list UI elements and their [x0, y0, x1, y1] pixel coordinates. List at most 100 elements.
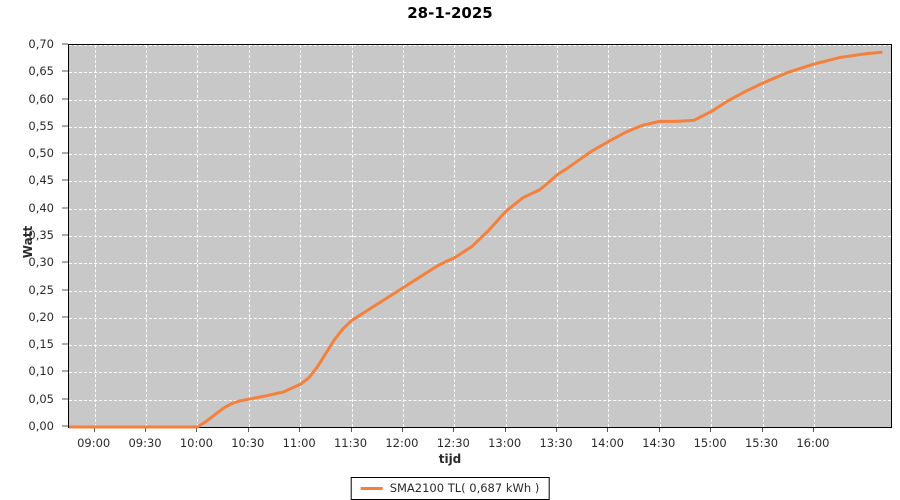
gridline-horizontal — [69, 154, 891, 156]
x-tick-mark — [350, 427, 352, 432]
x-tick-label: 10:00 — [179, 436, 214, 450]
y-tick-mark — [62, 98, 68, 100]
legend-label: SMA2100 TL( 0,687 kWh ) — [389, 481, 540, 495]
gridline-horizontal — [69, 181, 891, 183]
x-tick-mark — [504, 427, 506, 432]
x-tick-label: 09:00 — [77, 436, 111, 450]
gridline-vertical — [94, 45, 96, 427]
x-tick-mark — [196, 427, 198, 432]
y-tick-label: 0,70 — [28, 37, 54, 51]
gridline-horizontal — [69, 126, 891, 128]
y-tick-mark — [62, 234, 68, 236]
x-tick-label: 15:30 — [744, 436, 779, 450]
x-tick-mark — [556, 427, 558, 432]
gridline-vertical — [505, 45, 507, 427]
y-tick-label: 0,40 — [28, 200, 54, 215]
x-tick-label: 15:00 — [693, 436, 727, 450]
gridline-horizontal — [69, 399, 891, 401]
y-tick-label: 0,05 — [28, 391, 54, 406]
x-tick-mark — [401, 427, 403, 432]
plot-area — [68, 44, 892, 429]
gridline-vertical — [351, 45, 353, 427]
y-tick-label: 0,10 — [28, 364, 54, 379]
y-tick-label: 0,50 — [28, 146, 54, 161]
y-tick-mark — [62, 152, 68, 154]
gridline-vertical — [248, 45, 250, 427]
y-tick-mark — [62, 261, 68, 263]
series-line-sma2100tl — [69, 50, 883, 429]
y-tick-label: 0,45 — [28, 173, 54, 188]
x-tick-mark — [658, 427, 660, 432]
y-tick-mark — [62, 70, 68, 72]
x-tick-label: 13:00 — [488, 436, 522, 450]
x-tick-mark — [710, 427, 712, 432]
gridline-vertical — [146, 45, 148, 427]
gridline-horizontal — [69, 263, 891, 265]
gridline-vertical — [711, 45, 713, 427]
x-tick-label: 14:30 — [642, 436, 676, 450]
gridline-vertical — [197, 45, 199, 427]
y-tick-label: 0,15 — [28, 337, 54, 352]
x-tick-mark — [607, 427, 609, 432]
gridline-horizontal — [69, 45, 891, 46]
x-tick-mark — [299, 427, 301, 432]
y-tick-label: 0,00 — [28, 419, 54, 433]
y-tick-label: 0,60 — [28, 91, 54, 106]
x-tick-label: 16:00 — [796, 436, 830, 450]
y-tick-mark — [62, 125, 68, 127]
x-tick-label: 12:00 — [385, 436, 419, 450]
gridline-vertical — [659, 45, 661, 427]
gridline-horizontal — [69, 317, 891, 319]
gridline-horizontal — [69, 290, 891, 292]
x-tick-mark — [761, 427, 763, 432]
y-tick-label: 0,65 — [28, 64, 54, 79]
gridline-vertical — [402, 45, 404, 427]
series-line-layer — [69, 50, 883, 429]
y-tick-mark — [62, 398, 68, 400]
x-tick-mark — [145, 427, 147, 432]
y-tick-label: 0,20 — [28, 309, 54, 324]
gridline-vertical — [454, 45, 456, 427]
y-tick-mark — [62, 289, 68, 291]
x-tick-label: 11:00 — [282, 436, 316, 450]
y-tick-mark — [62, 370, 68, 372]
x-tick-mark — [93, 427, 95, 432]
gridline-horizontal — [69, 372, 891, 374]
gridline-vertical — [762, 45, 764, 427]
y-tick-mark — [62, 316, 68, 318]
x-tick-label: 09:30 — [128, 436, 162, 450]
y-tick-mark — [62, 179, 68, 181]
x-tick-label: 10:30 — [231, 436, 265, 450]
legend-color-swatch-icon — [360, 486, 383, 490]
gridline-horizontal — [69, 208, 891, 210]
gridline-horizontal — [69, 72, 891, 74]
x-tick-label: 13:30 — [539, 436, 573, 450]
x-tick-label: 14:00 — [590, 436, 625, 450]
x-tick-mark — [812, 427, 814, 432]
y-axis: 0,00 0,05 0,10 0,15 0,20 0,25 0,30 0,35 0,40 0,45… — [0, 37, 68, 433]
x-tick-mark — [247, 427, 249, 432]
x-tick-label: 11:30 — [333, 436, 368, 450]
x-tick-mark — [453, 427, 455, 432]
gridline-horizontal — [69, 345, 891, 347]
gridline-horizontal — [69, 236, 891, 237]
gridline-vertical — [608, 45, 610, 427]
x-axis: 09:00 09:30 10:00 10:30 11:00 11:30 12:00 12:30… — [68, 427, 890, 457]
gridline-vertical — [813, 45, 815, 427]
y-tick-label: 0,55 — [28, 118, 54, 133]
y-tick-mark — [62, 43, 68, 45]
legend: SMA2100 TL( 0,687 kWh ) — [350, 477, 550, 500]
y-tick-mark — [62, 207, 68, 209]
chart-title: 28-1-2025 — [407, 4, 493, 22]
y-tick-mark — [62, 343, 68, 345]
y-tick-label: 0,35 — [28, 228, 54, 242]
x-axis-title: tijd — [438, 452, 462, 466]
gridline-horizontal — [69, 99, 891, 101]
y-tick-mark — [62, 425, 68, 427]
y-tick-label: 0,30 — [28, 255, 54, 270]
gridline-vertical — [557, 45, 559, 427]
y-tick-label: 0,25 — [28, 282, 54, 297]
x-tick-label: 12:30 — [436, 436, 470, 450]
gridline-vertical — [300, 45, 302, 427]
